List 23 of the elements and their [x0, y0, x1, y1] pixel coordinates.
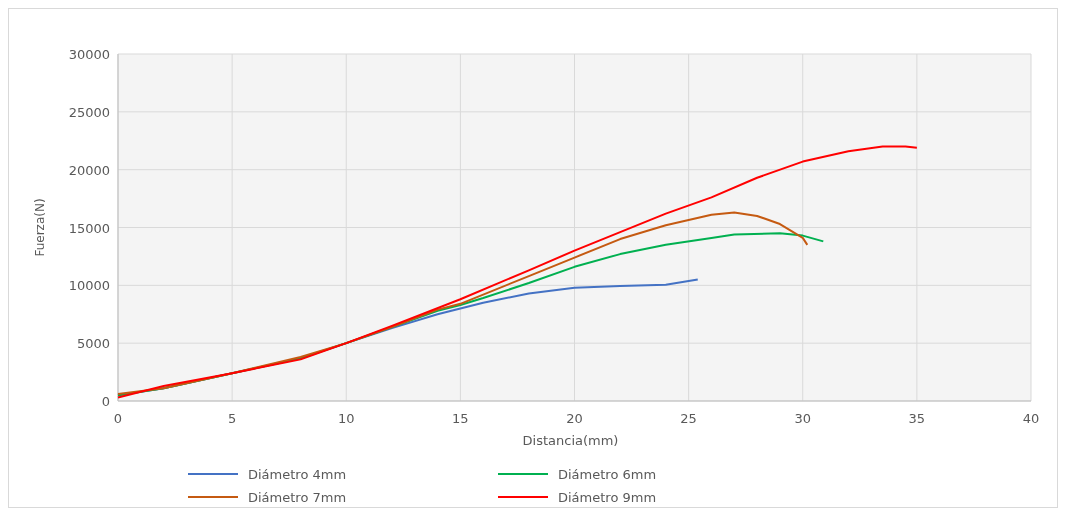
- x-tick-label: 0: [113, 411, 123, 426]
- x-tick-label: 5: [227, 411, 237, 426]
- x-tick-label: 10: [337, 411, 355, 426]
- legend-label: Diámetro 7mm: [248, 490, 347, 505]
- legend-label: Diámetro 4mm: [248, 467, 347, 482]
- y-tick-label: 15000: [68, 220, 110, 236]
- legend-label: Diámetro 6mm: [558, 467, 657, 482]
- y-tick-label: 20000: [68, 162, 110, 178]
- x-axis-title: Distancia(mm): [522, 433, 619, 448]
- y-axis-title: Fuerza(N): [33, 198, 47, 257]
- legend-label: Diámetro 9mm: [558, 490, 657, 505]
- y-tick-label: 0: [101, 394, 110, 409]
- y-tick-label: 10000: [68, 278, 110, 294]
- x-tick-label: 40: [1022, 411, 1040, 426]
- x-tick-label: 30: [794, 411, 812, 426]
- x-tick-label: 25: [680, 411, 697, 426]
- x-tick-label: 15: [452, 411, 469, 426]
- x-tick-label: 20: [566, 411, 583, 426]
- y-tick-label: 5000: [76, 336, 110, 352]
- x-tick-label: 35: [908, 411, 926, 426]
- y-tick-label: 30000: [68, 47, 110, 62]
- y-tick-label: 25000: [68, 104, 110, 120]
- line-series: [117, 145, 918, 399]
